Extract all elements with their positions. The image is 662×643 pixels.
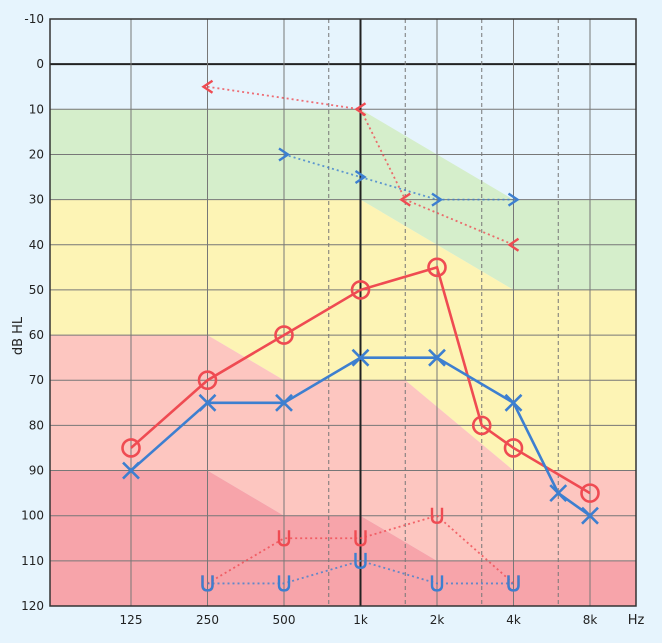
tick-labels: -10 0 10 20 30 40 50 60 70 80 90 100 110 120 125 250 500… (21, 12, 597, 627)
data-point-cross (549, 484, 568, 503)
data-point-u (354, 552, 367, 570)
data-point-u (507, 575, 520, 592)
data-point-u (430, 575, 444, 592)
y-tick-label: 50 (29, 283, 44, 297)
data-point-bracket-right (354, 170, 367, 185)
x-tick-label: 8k (583, 613, 598, 627)
data-point-cross (581, 506, 599, 525)
plot-frame (49, 18, 637, 607)
x-tick-label: 2k (430, 613, 445, 627)
y-tick-label: 10 (29, 102, 44, 116)
grid (49, 18, 637, 607)
series-markers (121, 79, 600, 592)
data-point-circle (427, 257, 447, 278)
data-point-cross (351, 348, 370, 367)
data-point-cross (428, 348, 446, 367)
data-point-circle (580, 483, 600, 503)
data-point-circle (503, 438, 524, 458)
y-tick-label: 90 (29, 464, 44, 478)
y-tick-label: 30 (29, 193, 44, 207)
x-axis-unit: Hz (628, 613, 645, 628)
data-point-circle (471, 415, 492, 436)
series-line-u (207, 559, 514, 585)
data-point-bracket-right (431, 192, 444, 207)
data-point-bracket-left (399, 192, 411, 207)
series-lines (130, 85, 591, 585)
data-point-u (201, 575, 214, 592)
x-tick-label: 4k (506, 613, 521, 627)
data-point-circle (197, 370, 218, 391)
y-tick-label: 70 (29, 373, 44, 387)
data-point-bracket-right (278, 147, 291, 162)
data-point-cross (275, 393, 293, 412)
band-3 (50, 470, 636, 606)
y-tick-label: 0 (36, 57, 44, 71)
y-tick-label: 120 (21, 599, 44, 613)
series-line-u (207, 514, 515, 585)
data-point-circle (121, 438, 141, 458)
x-tick-label: 125 (120, 613, 143, 627)
data-point-cross (122, 461, 140, 480)
data-point-u (277, 575, 291, 592)
data-point-u (430, 507, 444, 524)
y-tick-label: 60 (29, 328, 44, 342)
series-line-cross (130, 356, 591, 517)
data-point-u (354, 530, 367, 547)
data-point-cross (504, 393, 523, 412)
y-tick-label: 40 (29, 238, 44, 252)
y-tick-label: 100 (21, 509, 44, 523)
y-axis-label: dB HL (11, 316, 26, 355)
data-point-circle (350, 280, 371, 300)
x-tick-label: 1k (353, 613, 368, 627)
series-line-bracket-left (207, 85, 514, 246)
series-line-circle (130, 265, 591, 495)
data-point-circle (274, 325, 294, 345)
data-point-bracket-left (354, 102, 367, 117)
x-tick-label: 250 (196, 613, 219, 627)
y-tick-label: 80 (29, 418, 44, 432)
y-tick-label: -10 (24, 12, 44, 26)
data-point-bracket-right (507, 192, 520, 207)
y-tick-label: 20 (29, 147, 44, 161)
data-point-u (277, 530, 291, 547)
y-tick-label: 110 (21, 554, 44, 568)
data-point-bracket-left (507, 237, 520, 252)
x-tick-label: 500 (273, 613, 296, 627)
data-point-bracket-left (201, 79, 214, 94)
data-point-cross (198, 393, 217, 412)
